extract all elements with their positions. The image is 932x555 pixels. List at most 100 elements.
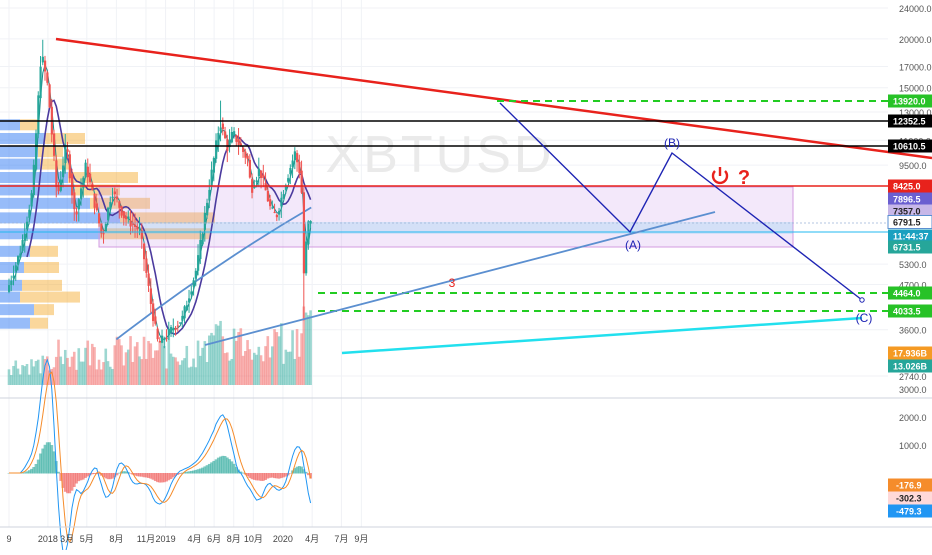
macd-histogram-bar	[207, 463, 211, 474]
candle-body	[17, 256, 20, 265]
volume-bar	[108, 366, 112, 385]
volume-bar	[223, 353, 227, 385]
macd-histogram-bar	[205, 465, 209, 474]
volume-bar	[156, 350, 159, 385]
volume-bar	[169, 353, 173, 385]
volume-bar	[259, 355, 263, 385]
candle-body	[179, 322, 182, 324]
macd-histogram-bar	[306, 473, 310, 476]
candle-body	[230, 131, 233, 143]
volume-bar	[237, 332, 240, 385]
macd-label: -176.9	[896, 481, 922, 491]
chart-drawings[interactable]	[0, 37, 932, 355]
macd-histogram-bar	[255, 473, 258, 481]
candle-body	[95, 203, 98, 211]
macd-histogram-bar	[212, 460, 216, 474]
time-tick: 10月	[244, 534, 263, 544]
profile-row-buy	[0, 245, 30, 257]
volume-bar	[84, 347, 87, 385]
time-tick: 8月	[109, 534, 123, 544]
price-label-bg	[888, 359, 932, 373]
price-label-bg	[888, 229, 932, 243]
volume-bar	[142, 336, 146, 385]
volume-bar	[187, 367, 191, 385]
price-label-bg	[888, 240, 932, 254]
macd-histogram-bar	[45, 442, 49, 474]
macd-histogram-bar	[63, 473, 67, 492]
elliott-wave-path[interactable]	[499, 102, 863, 301]
volume-bar	[203, 341, 207, 385]
macd-histogram-bar	[153, 473, 157, 482]
volume-bar	[212, 335, 216, 385]
macd-histogram-bar	[223, 456, 227, 474]
macd-histogram-bar	[183, 472, 186, 474]
volume-bar	[72, 351, 76, 385]
volume-bar	[228, 360, 231, 385]
volume-bar	[244, 351, 247, 385]
macd-histogram-bar	[133, 473, 137, 476]
time-axis[interactable]: 9 2018 3月 5月 8月 11月 2019 4月 6月 8月 10月 2020 4月 7月 9月	[6, 534, 368, 544]
time-tick: 4月	[305, 534, 319, 544]
macd-axis: 3000.02000.01000.0-1000.0-176.9-302.3-47…	[888, 385, 932, 518]
macd-histogram-bar	[90, 473, 94, 475]
projection-ma-line[interactable]	[204, 211, 716, 346]
macd-histogram-bar	[248, 473, 252, 478]
volume-bar	[32, 366, 36, 385]
candle-body	[104, 223, 107, 232]
candle-body	[172, 328, 175, 331]
candle-body	[244, 151, 247, 158]
macd-histogram-bar	[302, 469, 306, 474]
macd-histogram-bar	[198, 468, 202, 474]
volume-bar	[284, 349, 288, 385]
macd-histogram-bar	[162, 473, 166, 483]
candle-body	[192, 280, 195, 287]
macd-histogram-bar	[196, 469, 200, 474]
volume-bar	[266, 336, 270, 385]
uptrend-support-line[interactable]	[341, 316, 863, 355]
volume-bar	[126, 349, 130, 385]
volume-bar	[23, 366, 27, 385]
volume-bar	[196, 340, 200, 385]
macd-tick: 2000.0	[899, 413, 927, 423]
candle-body	[109, 202, 112, 210]
volume-bar	[298, 356, 301, 385]
wave-end-handle[interactable]	[859, 297, 865, 303]
candle-body	[143, 243, 146, 260]
volume-bar	[93, 347, 96, 385]
candle-body	[12, 275, 15, 279]
macd-histogram-bar	[160, 473, 164, 483]
volume-bar	[21, 365, 24, 385]
volume-bar	[77, 348, 81, 385]
macd-histogram-bar	[86, 473, 90, 477]
candle-body	[129, 220, 132, 227]
candle-body	[161, 335, 164, 343]
candle-body	[212, 157, 215, 173]
profile-row-buy	[0, 146, 38, 158]
macd-histogram-bar	[284, 473, 288, 477]
macd-histogram-bar	[158, 473, 162, 483]
macd-histogram-bar	[241, 472, 245, 474]
macd-histogram-bar	[156, 473, 159, 483]
macd-histogram-bar	[230, 461, 234, 474]
candle-body	[93, 193, 96, 208]
macd-label: -302.3	[896, 494, 922, 504]
macd-histogram-bar	[203, 466, 207, 474]
price-label: 17.936B	[893, 349, 928, 359]
price-axis[interactable]: 24000.020000.017000.015000.013000.011000…	[887, 4, 932, 382]
candle-body	[57, 187, 60, 192]
profile-row-sell	[30, 245, 58, 257]
volume-bar	[36, 359, 40, 385]
candle-body	[125, 216, 128, 220]
candle-body	[289, 168, 292, 175]
volume-bar	[174, 357, 177, 385]
candle-body	[221, 123, 224, 129]
candle-body	[298, 161, 301, 174]
macd-histogram-bar	[102, 473, 105, 478]
macd-histogram-bar	[106, 473, 110, 480]
macd-histogram-bar	[124, 471, 128, 474]
downtrend-line[interactable]	[55, 37, 932, 160]
volume-bar	[43, 359, 47, 385]
annotation-question: ?	[738, 167, 750, 189]
